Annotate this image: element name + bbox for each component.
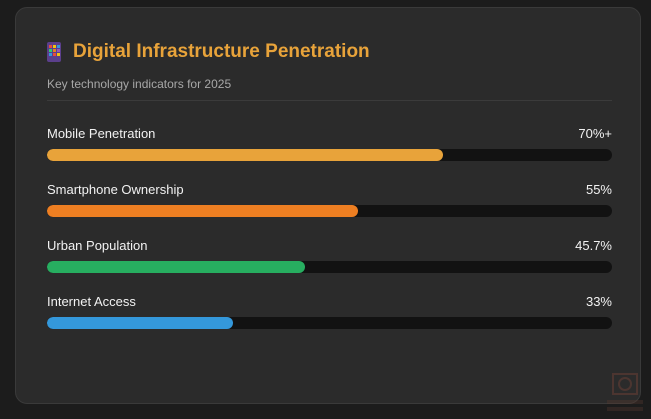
indicator-label: Internet Access <box>47 294 136 309</box>
progress-track <box>47 149 612 161</box>
divider <box>47 100 612 101</box>
indicator-value: 33% <box>585 294 612 309</box>
progress-fill <box>47 261 306 273</box>
card-subtitle: Key technology indicators for 2025 <box>47 77 232 91</box>
progress-fill <box>47 149 443 161</box>
progress-track <box>47 317 612 329</box>
card-title: Digital Infrastructure Penetration <box>73 41 370 62</box>
card-header: Digital Infrastructure Penetration <box>47 41 370 63</box>
indicator-label: Urban Population <box>47 238 148 253</box>
progress-track <box>47 205 612 217</box>
progress-track <box>47 261 612 273</box>
progress-fill <box>47 317 234 329</box>
indicator-value: 55% <box>585 182 612 197</box>
indicator-value: 45.7% <box>575 238 612 253</box>
indicators-card: Digital Infrastructure Penetration Key t… <box>15 7 641 404</box>
indicator-label: Mobile Penetration <box>47 126 156 141</box>
watermark-logo <box>603 370 647 414</box>
indicator-label: Smartphone Ownership <box>47 182 184 197</box>
progress-fill <box>47 205 358 217</box>
mobile-phone-icon <box>47 42 61 62</box>
indicator-value: 70%+ <box>578 126 612 141</box>
